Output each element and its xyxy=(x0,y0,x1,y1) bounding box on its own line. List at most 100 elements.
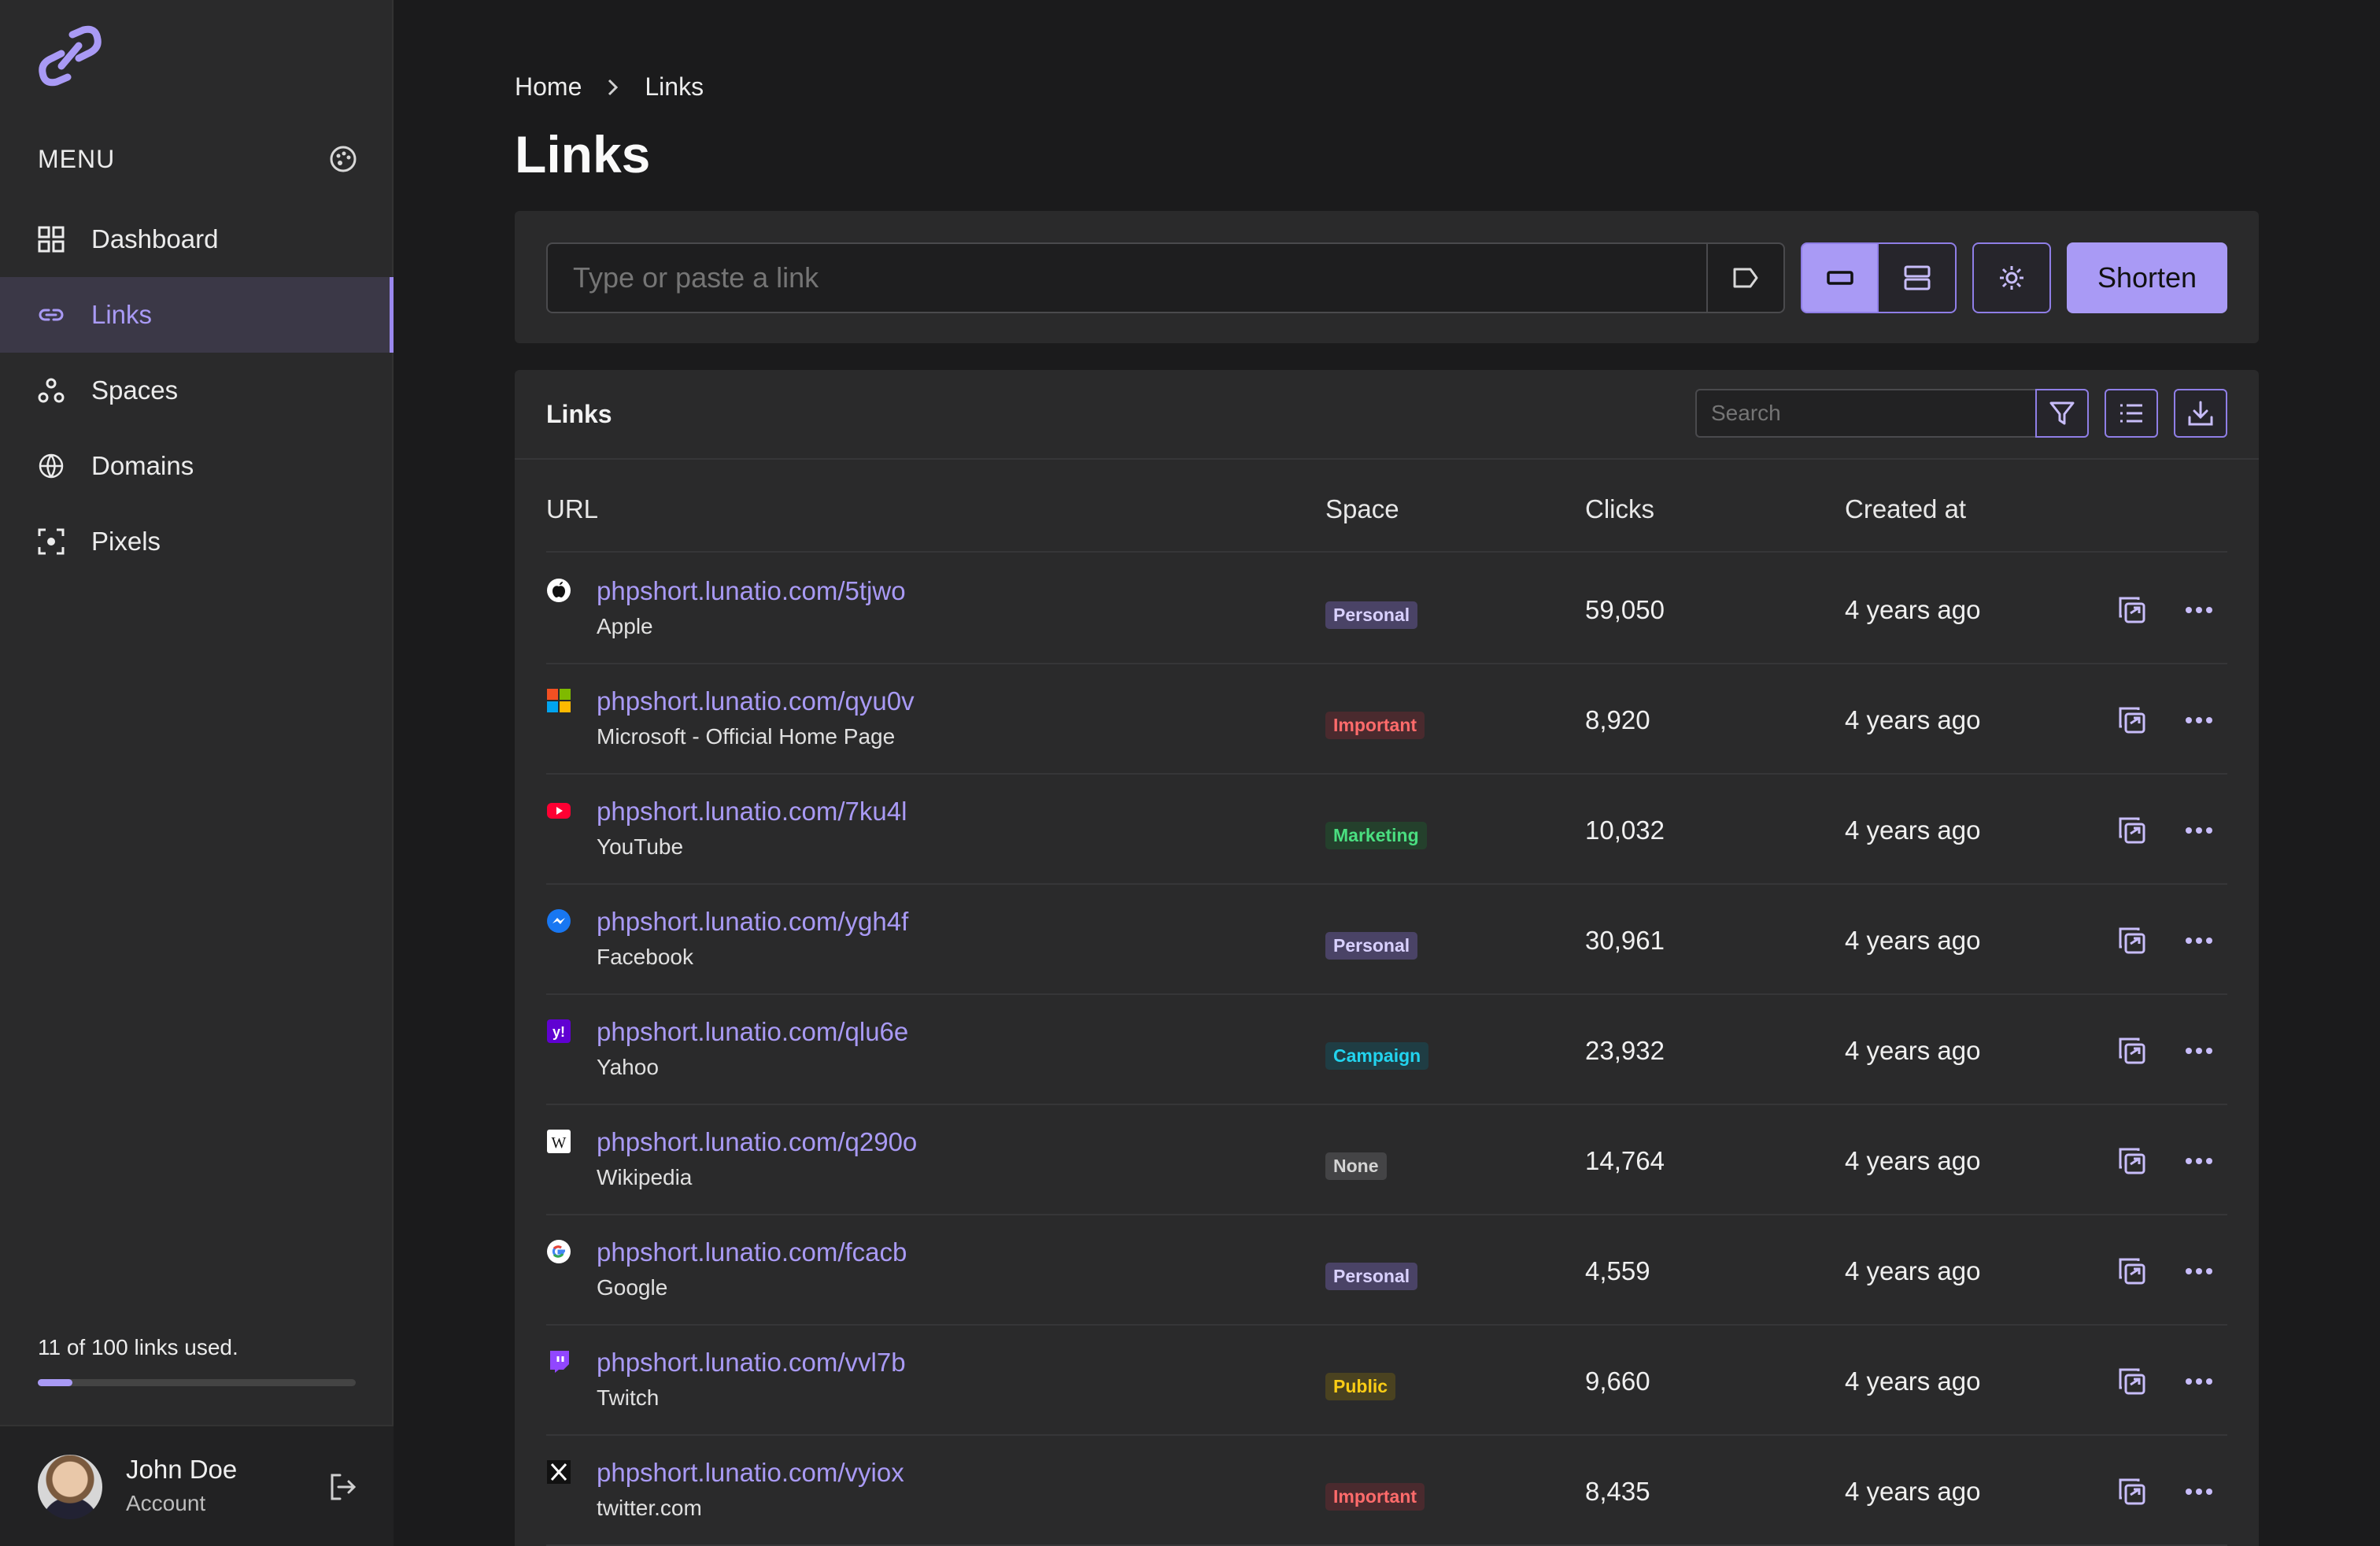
more-options-icon[interactable] xyxy=(2183,926,2215,956)
more-options-icon[interactable] xyxy=(2183,1146,2215,1176)
grid-icon xyxy=(38,226,65,253)
space-badge[interactable]: Important xyxy=(1325,1483,1425,1511)
multiple-links-mode-button[interactable] xyxy=(1879,242,1957,313)
site-title: Microsoft - Official Home Page xyxy=(597,724,896,749)
sidebar-item-domains[interactable]: Domains xyxy=(0,428,394,504)
sidebar-item-label: Links xyxy=(91,300,153,329)
settings-button[interactable] xyxy=(1972,242,2051,313)
more-options-icon[interactable] xyxy=(2183,816,2215,845)
space-badge[interactable]: Personal xyxy=(1325,601,1418,629)
focus-icon xyxy=(38,528,65,555)
user-account[interactable]: John Doe Account xyxy=(0,1425,394,1546)
menu-title: MENU xyxy=(38,144,116,173)
links-panel-title: Links xyxy=(546,400,612,428)
apple-icon xyxy=(547,579,571,602)
copy-icon[interactable] xyxy=(2117,926,2147,956)
created-at: 4 years ago xyxy=(1845,705,1981,734)
microsoft-icon xyxy=(547,689,571,712)
copy-icon[interactable] xyxy=(2117,1367,2147,1396)
more-options-icon[interactable] xyxy=(2183,705,2215,735)
space-badge[interactable]: None xyxy=(1325,1152,1387,1180)
filter-icon xyxy=(2049,401,2075,425)
short-url-link[interactable]: phpshort.lunatio.com/vyiox xyxy=(597,1458,904,1487)
column-header-created[interactable]: Created at xyxy=(1845,494,1967,523)
space-badge[interactable]: Marketing xyxy=(1325,822,1427,849)
multi-row-icon xyxy=(1904,265,1930,290)
short-url-link[interactable]: phpshort.lunatio.com/ygh4f xyxy=(597,907,909,936)
filter-button[interactable] xyxy=(2035,389,2089,438)
divider xyxy=(546,551,2227,553)
sidebar-item-label: Dashboard xyxy=(91,224,219,253)
short-url-link[interactable]: phpshort.lunatio.com/5tjwo xyxy=(597,576,906,605)
created-at: 4 years ago xyxy=(1845,1146,1981,1175)
copy-icon[interactable] xyxy=(2117,1256,2147,1286)
user-subtitle: Account xyxy=(126,1491,206,1515)
menu-header: MENU xyxy=(38,142,357,176)
space-badge[interactable]: Public xyxy=(1325,1373,1396,1400)
short-url-link[interactable]: phpshort.lunatio.com/vvl7b xyxy=(597,1348,906,1377)
copy-icon[interactable] xyxy=(2117,1036,2147,1066)
breadcrumb: Home Links xyxy=(515,72,704,102)
more-options-icon[interactable] xyxy=(2183,1477,2215,1507)
chain-link-logo-icon[interactable] xyxy=(38,24,102,88)
site-title: Facebook xyxy=(597,945,693,969)
shorten-button[interactable]: Shorten xyxy=(2067,242,2227,313)
short-url-link[interactable]: phpshort.lunatio.com/qyu0v xyxy=(597,686,915,716)
sidebar-item-pixels[interactable]: Pixels xyxy=(0,504,394,579)
site-title: YouTube xyxy=(597,834,684,859)
tag-button[interactable] xyxy=(1706,242,1785,313)
sidebar-item-dashboard[interactable]: Dashboard xyxy=(0,202,394,277)
tag-icon xyxy=(1733,268,1758,288)
site-title: Google xyxy=(597,1275,668,1300)
export-button[interactable] xyxy=(2174,389,2227,438)
created-at: 4 years ago xyxy=(1845,1256,1981,1285)
short-url-link[interactable]: phpshort.lunatio.com/q290o xyxy=(597,1127,918,1156)
clicks-count: 14,764 xyxy=(1585,1146,1665,1175)
column-header-clicks[interactable]: Clicks xyxy=(1585,494,1654,523)
link-input[interactable] xyxy=(546,242,1708,313)
clicks-count: 8,920 xyxy=(1585,705,1650,734)
links-panel: Links URL Space Clicks Created at phpsho… xyxy=(515,370,2259,1546)
short-url-link[interactable]: phpshort.lunatio.com/7ku4l xyxy=(597,797,907,826)
column-header-url[interactable]: URL xyxy=(546,494,599,523)
copy-icon[interactable] xyxy=(2117,705,2147,735)
single-link-mode-button[interactable] xyxy=(1801,242,1879,313)
table-row: phpshort.lunatio.com/5tjwo Apple Personal 5… xyxy=(546,554,2227,664)
clicks-count: 10,032 xyxy=(1585,816,1665,845)
search-input[interactable] xyxy=(1695,389,2037,438)
logout-icon[interactable] xyxy=(327,1472,357,1502)
sidebar-item-label: Pixels xyxy=(91,527,161,556)
x-icon xyxy=(547,1460,571,1484)
space-badge[interactable]: Personal xyxy=(1325,1263,1418,1290)
short-url-link[interactable]: phpshort.lunatio.com/qlu6e xyxy=(597,1017,909,1046)
column-header-space[interactable]: Space xyxy=(1325,494,1399,523)
space-badge[interactable]: Personal xyxy=(1325,932,1418,960)
link-icon xyxy=(39,309,64,321)
wikipedia-icon: W xyxy=(547,1130,571,1153)
usage-text: 11 of 100 links used. xyxy=(38,1335,238,1359)
sidebar-item-links[interactable]: Links xyxy=(0,277,394,353)
avatar[interactable] xyxy=(38,1455,102,1519)
created-at: 4 years ago xyxy=(1845,816,1981,845)
more-options-icon[interactable] xyxy=(2183,1036,2215,1066)
mode-toggle xyxy=(1801,242,1957,313)
breadcrumb-home[interactable]: Home xyxy=(515,72,582,101)
table-row: phpshort.lunatio.com/fcacb Google Personal… xyxy=(546,1215,2227,1326)
site-title: Apple xyxy=(597,614,653,638)
space-badge[interactable]: Campaign xyxy=(1325,1042,1429,1070)
copy-icon[interactable] xyxy=(2117,1477,2147,1507)
space-badge[interactable]: Important xyxy=(1325,712,1425,739)
clicks-count: 30,961 xyxy=(1585,926,1665,955)
palette-icon[interactable] xyxy=(329,145,357,173)
list-view-button[interactable] xyxy=(2105,389,2158,438)
short-url-link[interactable]: phpshort.lunatio.com/fcacb xyxy=(597,1237,907,1267)
more-options-icon[interactable] xyxy=(2183,1367,2215,1396)
copy-icon[interactable] xyxy=(2117,816,2147,845)
created-at: 4 years ago xyxy=(1845,1367,1981,1396)
youtube-icon xyxy=(547,803,571,819)
more-options-icon[interactable] xyxy=(2183,1256,2215,1286)
copy-icon[interactable] xyxy=(2117,595,2147,625)
copy-icon[interactable] xyxy=(2117,1146,2147,1176)
sidebar-item-spaces[interactable]: Spaces xyxy=(0,353,394,428)
more-options-icon[interactable] xyxy=(2183,595,2215,625)
